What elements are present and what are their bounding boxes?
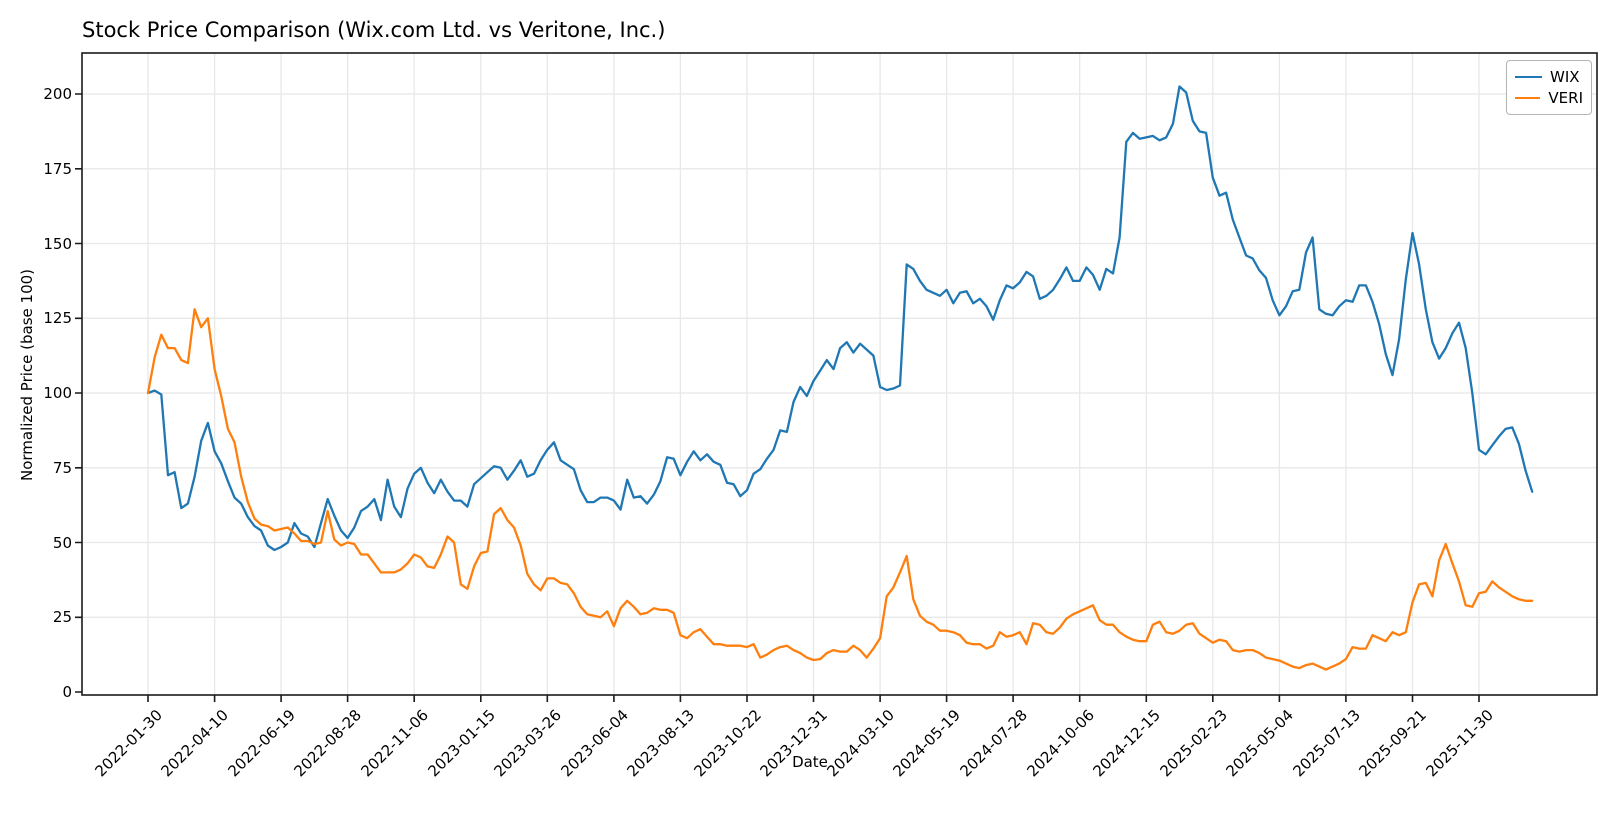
tick-marks [75,93,1480,702]
y-tick-label: 125 [43,309,72,328]
veri-line-swatch [1515,96,1541,99]
y-tick-label: 50 [52,533,72,552]
y-tick-label: 100 [43,384,72,402]
legend-item-veri: VERI [1515,87,1583,108]
axes-frame [81,52,1598,696]
gridlines [82,53,1597,695]
wix-line [146,85,1534,552]
wix-line-swatch [1515,75,1542,78]
x-axis-label: Date [792,753,828,771]
legend-box: WIX VERI [1506,60,1592,115]
y-tick-label: 175 [43,159,72,178]
veri-line [146,308,1534,671]
y-tick-label: 25 [52,608,72,627]
y-tick-label: 200 [43,85,72,103]
y-tick-label: 75 [52,458,72,477]
legend-label-veri: VERI [1548,88,1583,107]
chart-title: Stock Price Comparison (Wix.com Ltd. vs … [82,18,666,42]
plot-area [82,53,1597,695]
y-tick-label: 0 [62,683,72,701]
legend-label-wix: WIX [1550,67,1580,86]
y-tick-label: 150 [43,234,72,253]
legend-item-wix: WIX [1515,66,1583,87]
